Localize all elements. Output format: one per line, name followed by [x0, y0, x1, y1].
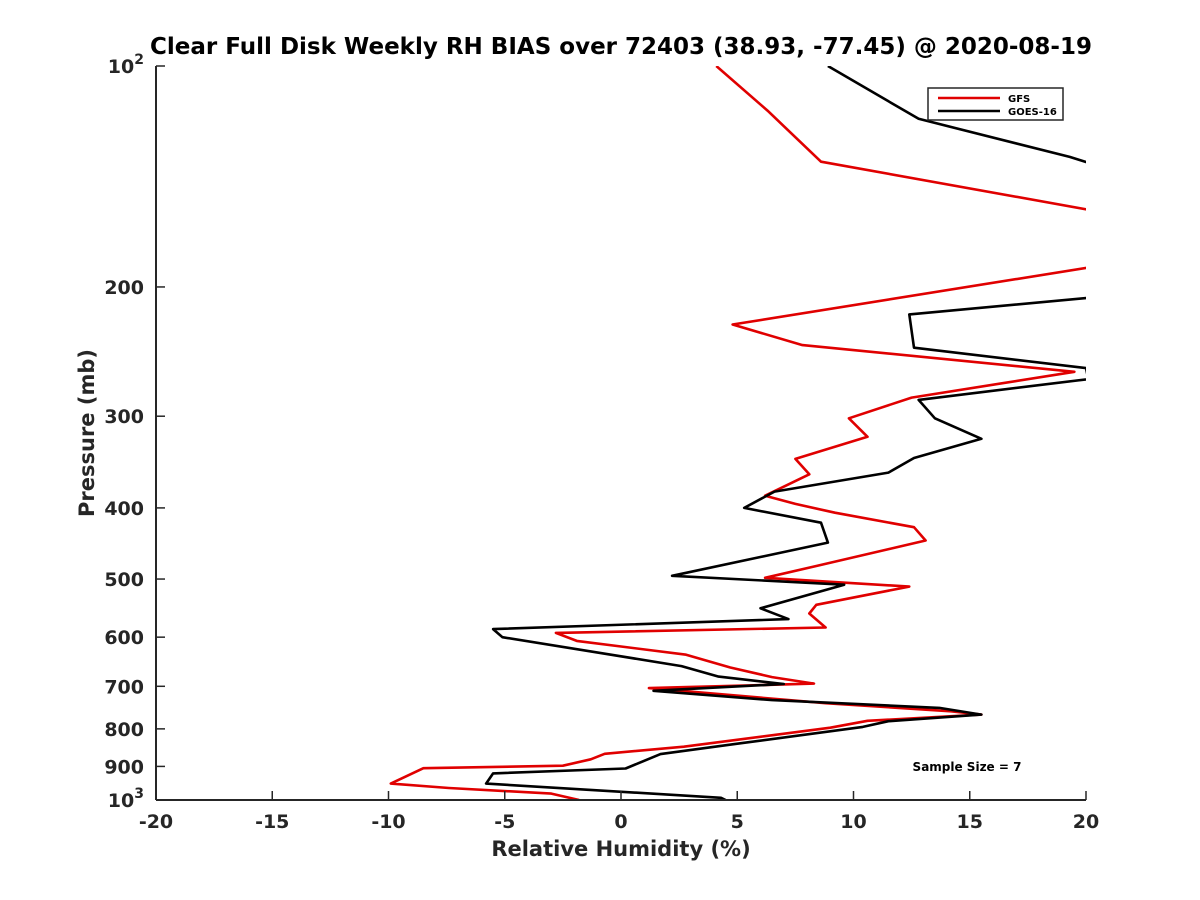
x-tick-label: -10	[371, 811, 405, 833]
y-axis-label: Pressure (mb)	[75, 349, 99, 517]
y-tick-label: 102	[108, 52, 144, 78]
series-line-goes-16	[484, 66, 1086, 800]
x-tick-label: 5	[731, 811, 744, 833]
series-layer	[389, 66, 1086, 800]
legend: GFS GOES-16	[927, 87, 1064, 121]
y-tick-label: 500	[104, 569, 144, 591]
y-tick-label: 700	[104, 676, 144, 698]
y-tick-label: 800	[104, 719, 144, 741]
x-tick-label: -15	[255, 811, 289, 833]
legend-box	[927, 87, 1064, 121]
x-tick-label: 15	[957, 811, 983, 833]
y-axis-label-group: Pressure (mb)	[75, 349, 99, 517]
y-tick-label: 900	[104, 756, 144, 778]
x-tick-label: -5	[494, 811, 515, 833]
y-tick-label: 600	[104, 627, 144, 649]
x-ticks: -20 -15 -10 -5 0 5 10 15 20	[139, 791, 1099, 833]
x-tick-label: -20	[139, 811, 173, 833]
x-tick-label: 20	[1073, 811, 1099, 833]
x-tick-label: 10	[840, 811, 866, 833]
legend-label-gfs: GFS	[1008, 94, 1030, 105]
y-tick-label: 300	[104, 406, 144, 428]
y-tick-label: 200	[104, 277, 144, 299]
chart-title: Clear Full Disk Weekly RH BIAS over 7240…	[150, 34, 1092, 60]
y-tick-label: 400	[104, 498, 144, 520]
series-line-gfs	[389, 66, 1086, 800]
y-ticks: 102 200 300 400 500 600 700 800 900 103	[104, 52, 165, 812]
x-tick-label: 0	[614, 811, 627, 833]
legend-label-goes-16: GOES-16	[1008, 107, 1057, 118]
y-tick-label: 103	[108, 786, 144, 812]
sample-size-annotation: Sample Size = 7	[913, 760, 1022, 774]
x-axis-label: Relative Humidity (%)	[491, 837, 750, 861]
